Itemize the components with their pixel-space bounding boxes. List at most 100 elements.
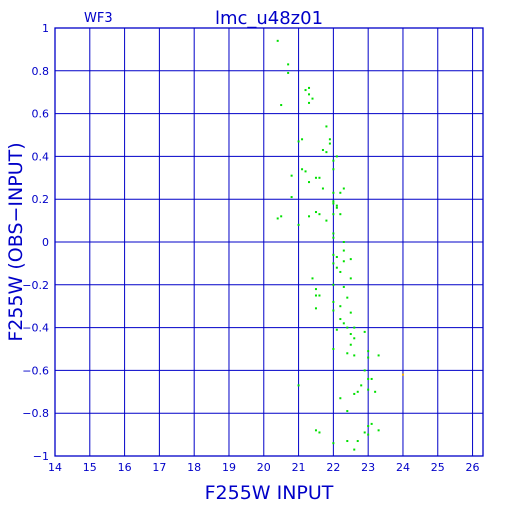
- data-point: [332, 202, 335, 205]
- y-tick-label: −0.2: [22, 279, 49, 292]
- data-point: [335, 204, 338, 207]
- y-tick-label: −0.4: [22, 322, 49, 335]
- data-point: [342, 249, 345, 252]
- data-point: [308, 93, 311, 96]
- data-point: [332, 253, 335, 256]
- data-point: [318, 213, 321, 216]
- x-tick-labels: 14 15 16 17 18 19 20 21 22 23 24 25 26: [48, 461, 480, 474]
- x-tick-label: 25: [431, 461, 445, 474]
- data-point: [332, 191, 335, 194]
- data-point: [332, 168, 335, 171]
- data-point: [314, 176, 317, 179]
- data-point: [297, 384, 300, 387]
- data-point: [339, 397, 342, 400]
- data-point: [346, 326, 349, 329]
- data-point: [332, 159, 335, 162]
- data-point: [335, 255, 338, 258]
- x-tick-label: 15: [83, 461, 97, 474]
- y-tick-labels: −1 −0.8 −0.6 −0.4 −0.2 0 0.2 0.4 0.6 0.8 1: [22, 22, 49, 463]
- data-point: [374, 390, 377, 393]
- y-tick-label: 1: [42, 22, 49, 35]
- data-point: [332, 262, 335, 265]
- plot-frame: [54, 27, 484, 457]
- x-tick-label: 20: [257, 461, 271, 474]
- data-point: [367, 425, 370, 428]
- data-point: [353, 326, 356, 329]
- data-point: [339, 191, 342, 194]
- data-point: [304, 89, 307, 92]
- data-point: [332, 232, 335, 235]
- x-tick-label: 14: [48, 461, 62, 474]
- data-point: [335, 155, 338, 158]
- data-point: [325, 151, 328, 154]
- chart-title: lmc_u48z01: [215, 8, 323, 29]
- data-point: [332, 300, 335, 303]
- data-point: [353, 337, 356, 340]
- data-point: [318, 294, 321, 297]
- x-tick-label: 17: [152, 461, 166, 474]
- data-point: [332, 236, 335, 239]
- data-point: [353, 448, 356, 451]
- y-tick-label: 0: [42, 236, 49, 249]
- data-point: [339, 213, 342, 216]
- data-point: [339, 318, 342, 321]
- data-point-outlier: [401, 373, 404, 376]
- data-point: [290, 174, 293, 177]
- x-tick-label: 18: [187, 461, 201, 474]
- data-point: [308, 101, 311, 104]
- x-axis-label: F255W INPUT: [205, 482, 334, 504]
- data-point: [377, 429, 380, 432]
- data-point: [346, 440, 349, 443]
- data-point: [367, 388, 370, 391]
- data-point: [370, 377, 373, 380]
- data-point: [349, 343, 352, 346]
- data-point: [276, 217, 279, 220]
- data-point: [301, 168, 304, 171]
- data-point: [332, 309, 335, 312]
- data-point: [321, 187, 324, 190]
- data-point: [342, 285, 345, 288]
- data-point: [335, 266, 338, 269]
- data-point: [363, 330, 366, 333]
- data-point: [318, 176, 321, 179]
- x-tick-label: 24: [396, 461, 410, 474]
- y-tick-label: 0.2: [32, 193, 50, 206]
- data-point: [335, 206, 338, 209]
- data-point: [280, 104, 283, 107]
- data-point: [280, 215, 283, 218]
- data-point: [304, 170, 307, 173]
- data-point: [318, 431, 321, 434]
- data-point: [342, 241, 345, 243]
- data-point: [276, 39, 279, 42]
- data-point: [346, 296, 349, 299]
- data-point: [339, 305, 342, 308]
- data-point: [328, 138, 331, 141]
- data-point: [308, 215, 311, 218]
- data-point: [325, 219, 328, 222]
- data-point: [332, 442, 335, 445]
- data-point: [353, 354, 356, 357]
- data-point: [332, 283, 335, 286]
- data-point: [349, 333, 352, 336]
- data-point: [339, 270, 342, 273]
- data-point: [342, 187, 345, 190]
- data-point: [356, 440, 359, 443]
- data-point: [297, 223, 300, 226]
- data-point: [346, 410, 349, 413]
- x-tick-label: 19: [222, 461, 236, 474]
- data-point: [346, 352, 349, 355]
- data-point: [308, 86, 311, 89]
- data-point: [297, 140, 300, 143]
- data-point: [328, 142, 331, 145]
- data-point: [287, 63, 290, 66]
- data-point: [349, 277, 352, 280]
- data-point: [332, 348, 335, 350]
- x-tick-label: 23: [361, 461, 375, 474]
- x-tick-label: 21: [292, 461, 306, 474]
- data-point: [360, 384, 363, 387]
- data-point: [367, 356, 370, 359]
- data-point: [349, 258, 352, 261]
- y-tick-label: −0.8: [22, 407, 49, 420]
- data-point: [314, 288, 317, 291]
